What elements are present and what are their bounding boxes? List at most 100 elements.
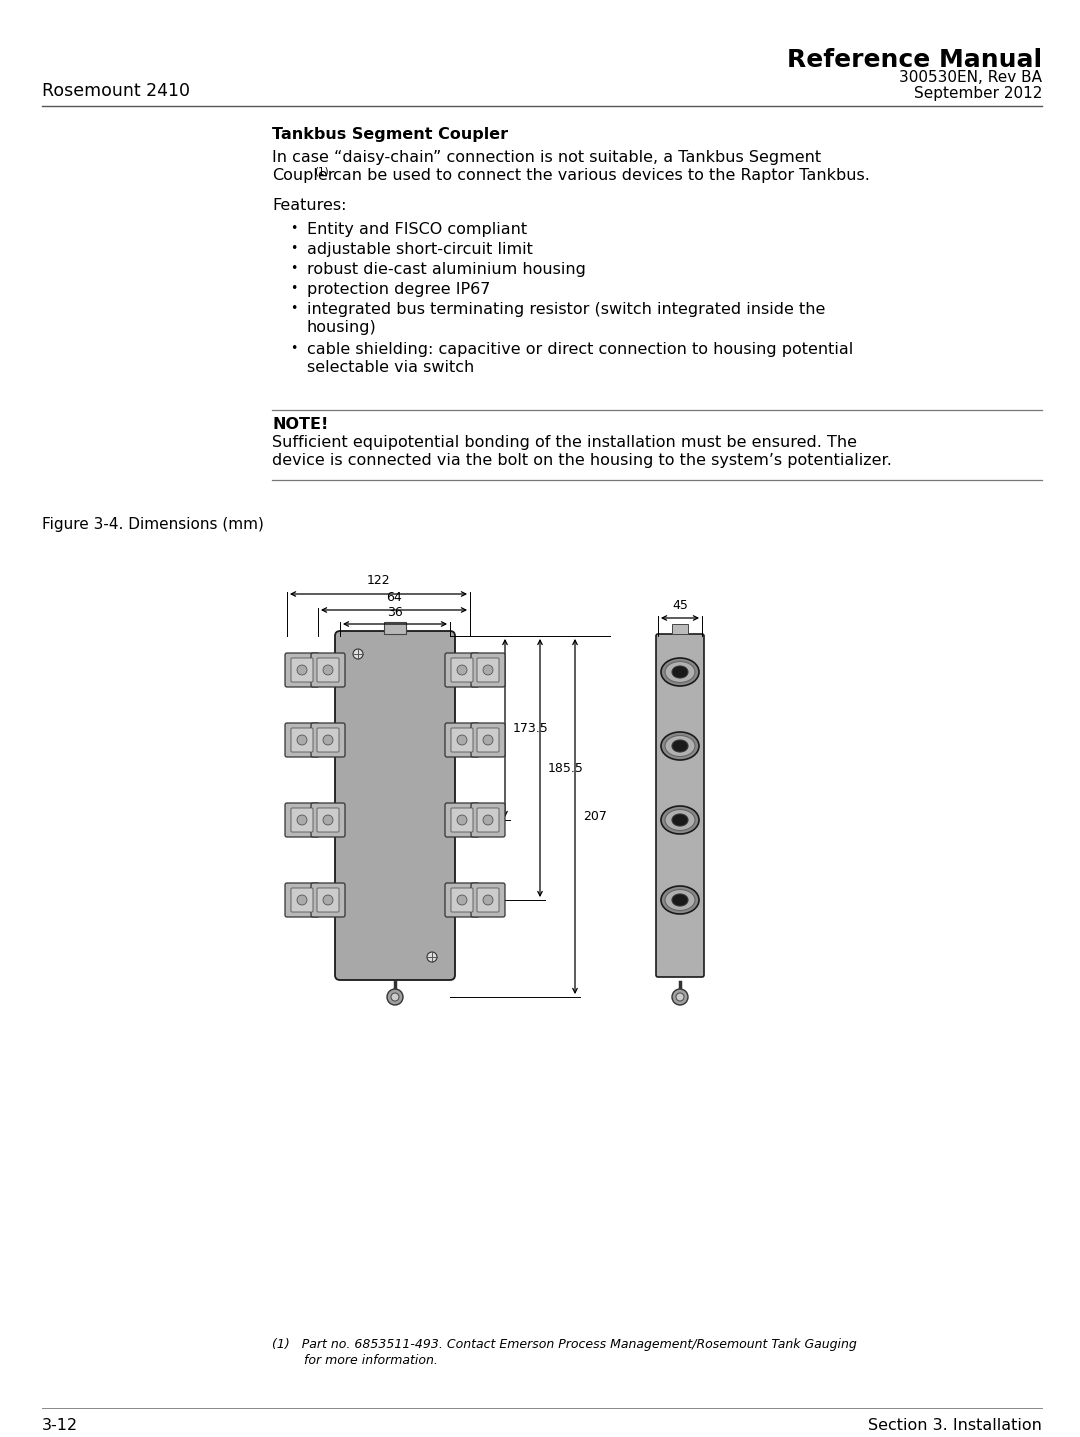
Text: •: • xyxy=(291,342,297,355)
FancyBboxPatch shape xyxy=(451,729,473,752)
Text: Features:: Features: xyxy=(272,198,347,213)
Text: 36: 36 xyxy=(387,606,403,619)
Text: 207: 207 xyxy=(583,810,607,823)
Ellipse shape xyxy=(672,813,688,826)
Text: cable shielding: capacitive or direct connection to housing potential: cable shielding: capacitive or direct co… xyxy=(307,342,853,356)
Text: 45: 45 xyxy=(672,599,688,612)
Text: NOTE!: NOTE! xyxy=(272,417,328,433)
Text: for more information.: for more information. xyxy=(272,1354,437,1367)
FancyBboxPatch shape xyxy=(291,888,313,912)
Text: •: • xyxy=(291,302,297,315)
Circle shape xyxy=(323,895,333,905)
Text: 3-12: 3-12 xyxy=(42,1418,78,1433)
FancyBboxPatch shape xyxy=(445,652,480,687)
FancyBboxPatch shape xyxy=(451,888,473,912)
FancyBboxPatch shape xyxy=(291,658,313,683)
FancyBboxPatch shape xyxy=(285,723,319,757)
Circle shape xyxy=(297,815,307,825)
Text: •: • xyxy=(291,282,297,295)
Ellipse shape xyxy=(661,887,699,914)
Text: Figure 3-4. Dimensions (mm): Figure 3-4. Dimensions (mm) xyxy=(42,517,264,532)
FancyBboxPatch shape xyxy=(291,808,313,832)
Text: 300530EN, Rev BA: 300530EN, Rev BA xyxy=(899,70,1042,85)
Text: adjustable short-circuit limit: adjustable short-circuit limit xyxy=(307,241,532,257)
Text: •: • xyxy=(291,262,297,274)
Ellipse shape xyxy=(661,806,699,833)
FancyBboxPatch shape xyxy=(445,882,480,917)
Text: September 2012: September 2012 xyxy=(914,86,1042,101)
Bar xyxy=(672,624,688,634)
Text: Sufficient equipotential bonding of the installation must be ensured. The: Sufficient equipotential bonding of the … xyxy=(272,435,858,450)
Ellipse shape xyxy=(665,661,696,683)
Circle shape xyxy=(297,895,307,905)
Circle shape xyxy=(391,993,399,1002)
Text: Coupler: Coupler xyxy=(272,168,335,182)
Ellipse shape xyxy=(665,809,696,831)
Text: 185.5: 185.5 xyxy=(548,762,584,775)
Text: (1): (1) xyxy=(314,167,328,175)
FancyBboxPatch shape xyxy=(445,723,480,757)
Ellipse shape xyxy=(665,736,696,756)
FancyBboxPatch shape xyxy=(477,888,499,912)
Text: integrated bus terminating resistor (switch integrated inside the: integrated bus terminating resistor (swi… xyxy=(307,302,825,318)
Circle shape xyxy=(457,895,467,905)
FancyBboxPatch shape xyxy=(471,882,505,917)
Circle shape xyxy=(457,665,467,675)
FancyBboxPatch shape xyxy=(311,652,345,687)
FancyBboxPatch shape xyxy=(471,803,505,836)
Ellipse shape xyxy=(672,894,688,905)
Text: protection degree IP67: protection degree IP67 xyxy=(307,282,490,297)
FancyBboxPatch shape xyxy=(318,658,339,683)
Circle shape xyxy=(323,665,333,675)
Ellipse shape xyxy=(672,740,688,752)
Text: Tankbus Segment Coupler: Tankbus Segment Coupler xyxy=(272,126,508,142)
Text: can be used to connect the various devices to the Raptor Tankbus.: can be used to connect the various devic… xyxy=(328,168,869,182)
FancyBboxPatch shape xyxy=(451,658,473,683)
Circle shape xyxy=(676,993,684,1002)
Circle shape xyxy=(323,815,333,825)
Ellipse shape xyxy=(661,731,699,760)
FancyBboxPatch shape xyxy=(311,803,345,836)
Text: Section 3. Installation: Section 3. Installation xyxy=(868,1418,1042,1433)
Circle shape xyxy=(323,734,333,744)
FancyBboxPatch shape xyxy=(445,803,480,836)
FancyBboxPatch shape xyxy=(656,634,704,977)
Circle shape xyxy=(457,815,467,825)
Circle shape xyxy=(457,734,467,744)
Text: Reference Manual: Reference Manual xyxy=(787,47,1042,72)
Bar xyxy=(384,622,406,634)
Circle shape xyxy=(297,665,307,675)
Text: •: • xyxy=(291,241,297,254)
FancyBboxPatch shape xyxy=(477,808,499,832)
FancyBboxPatch shape xyxy=(318,808,339,832)
Circle shape xyxy=(483,665,492,675)
FancyBboxPatch shape xyxy=(477,729,499,752)
Text: selectable via switch: selectable via switch xyxy=(307,361,474,375)
Text: Rosemount 2410: Rosemount 2410 xyxy=(42,82,190,101)
Ellipse shape xyxy=(672,665,688,678)
Text: device is connected via the bolt on the housing to the system’s potentializer.: device is connected via the bolt on the … xyxy=(272,453,892,468)
Circle shape xyxy=(353,650,363,660)
FancyBboxPatch shape xyxy=(477,658,499,683)
Circle shape xyxy=(483,895,492,905)
Circle shape xyxy=(672,989,688,1004)
FancyBboxPatch shape xyxy=(451,808,473,832)
FancyBboxPatch shape xyxy=(471,652,505,687)
Circle shape xyxy=(297,734,307,744)
FancyBboxPatch shape xyxy=(285,652,319,687)
Ellipse shape xyxy=(665,890,696,911)
Text: 64: 64 xyxy=(387,591,402,604)
Text: •: • xyxy=(291,221,297,236)
Text: (1)   Part no. 6853511-493. Contact Emerson Process Management/Rosemount Tank Ga: (1) Part no. 6853511-493. Contact Emerso… xyxy=(272,1338,856,1351)
Circle shape xyxy=(483,734,492,744)
Ellipse shape xyxy=(661,658,699,685)
Text: 122: 122 xyxy=(367,573,390,586)
Text: In case “daisy-chain” connection is not suitable, a Tankbus Segment: In case “daisy-chain” connection is not … xyxy=(272,149,821,165)
Text: robust die-cast aluminium housing: robust die-cast aluminium housing xyxy=(307,262,585,277)
FancyBboxPatch shape xyxy=(471,723,505,757)
Text: Entity and FISCO compliant: Entity and FISCO compliant xyxy=(307,221,527,237)
FancyBboxPatch shape xyxy=(285,882,319,917)
FancyBboxPatch shape xyxy=(335,631,455,980)
Circle shape xyxy=(427,951,437,961)
FancyBboxPatch shape xyxy=(311,723,345,757)
